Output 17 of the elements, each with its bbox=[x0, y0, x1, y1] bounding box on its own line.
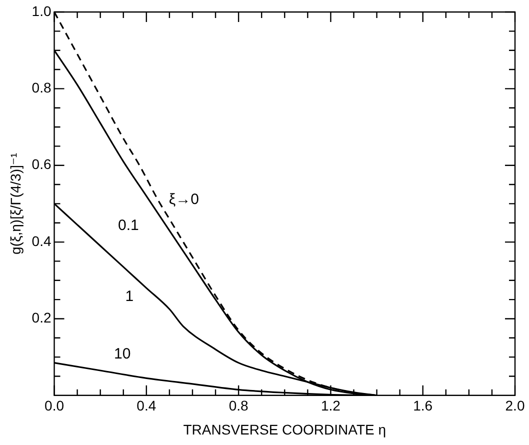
x-tick-label: 2.0 bbox=[505, 398, 525, 414]
x-tick-label: 1.2 bbox=[320, 398, 341, 414]
x-tick-label: 0.8 bbox=[228, 398, 248, 414]
y-tick-label: 0.8 bbox=[32, 80, 52, 96]
series-label: 1 bbox=[125, 288, 134, 306]
y-axis-title: g(ξ,η)[ξ/Γ(4/3)]⁻¹ bbox=[7, 152, 24, 254]
y-tick-label: 1.0 bbox=[32, 2, 52, 19]
x-tick-label: 1.6 bbox=[413, 398, 433, 414]
x-axis-title: TRANSVERSE COORDINATE η bbox=[183, 421, 386, 438]
series-label: 0.1 bbox=[118, 217, 139, 234]
x-tick-label: 0.0 bbox=[44, 398, 64, 414]
series-label: ξ→0 bbox=[168, 191, 199, 208]
series-label: 10 bbox=[114, 346, 131, 363]
y-tick-label: 0.4 bbox=[32, 232, 52, 249]
y-tick-label: 0.6 bbox=[32, 156, 52, 172]
x-tick-label: 0.4 bbox=[136, 398, 156, 414]
y-tick-label: 0.2 bbox=[32, 310, 52, 326]
